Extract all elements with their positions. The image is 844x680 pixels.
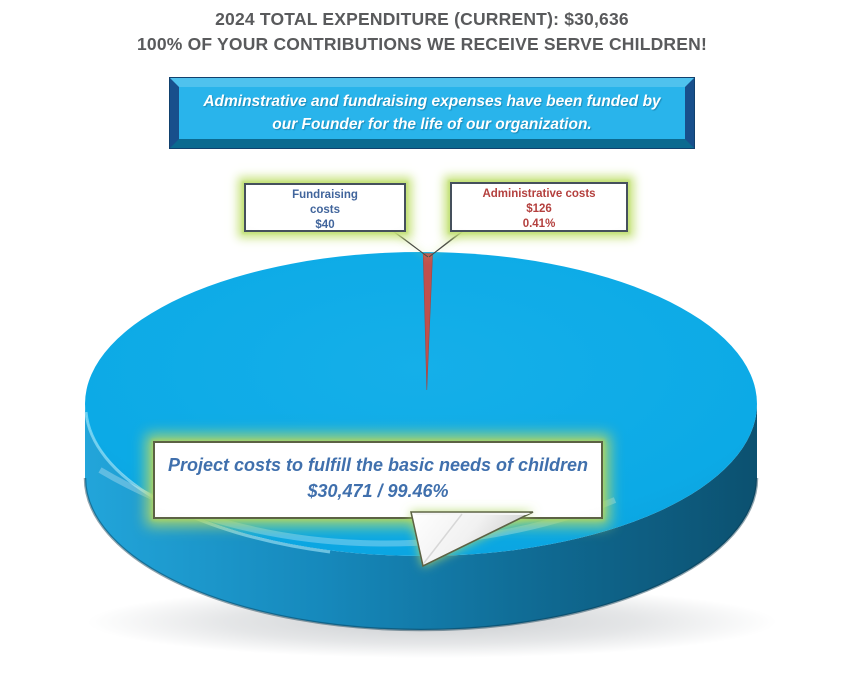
chart-title: 2024 TOTAL EXPENDITURE (CURRENT): $30,63… [215, 9, 629, 29]
fundraising-label2: costs [309, 204, 341, 216]
chart-subtitle: 100% OF YOUR CONTRIBUTIONS WE RECEIVE SE… [136, 34, 708, 54]
administrative-value: $126 [526, 203, 552, 215]
fundraising-label: Fundraising [292, 189, 358, 201]
project-costs-callout: Project costs to fulfill the basic needs… [153, 441, 603, 519]
pie-slice-admin-fundraising [422, 253, 433, 391]
leader-line-administrative [428, 228, 467, 258]
pie-rim [85, 404, 757, 630]
founder-note-text: Adminstrative and fundraising expenses h… [179, 87, 685, 139]
founder-note-banner: Adminstrative and fundraising expenses h… [170, 78, 694, 148]
project-costs-value: $30,471 / 99.46% [307, 481, 449, 501]
administrative-callout: Administrative costs $126 0.41% [450, 182, 628, 232]
founder-note-line1: Adminstrative and fundraising expenses h… [203, 93, 661, 110]
fundraising-callout: Fundraising costs $40 [244, 183, 406, 232]
founder-note-line2: our Founder for the life of our organiza… [272, 116, 592, 133]
pie-rim-bottom-edge [83, 477, 759, 632]
leader-line-fundraising [389, 228, 429, 258]
project-costs-label: Project costs to fulfill the basic needs… [167, 455, 589, 475]
fundraising-value: $40 [315, 219, 335, 231]
administrative-label: Administrative costs [482, 188, 596, 200]
administrative-percent: 0.41% [522, 218, 556, 230]
